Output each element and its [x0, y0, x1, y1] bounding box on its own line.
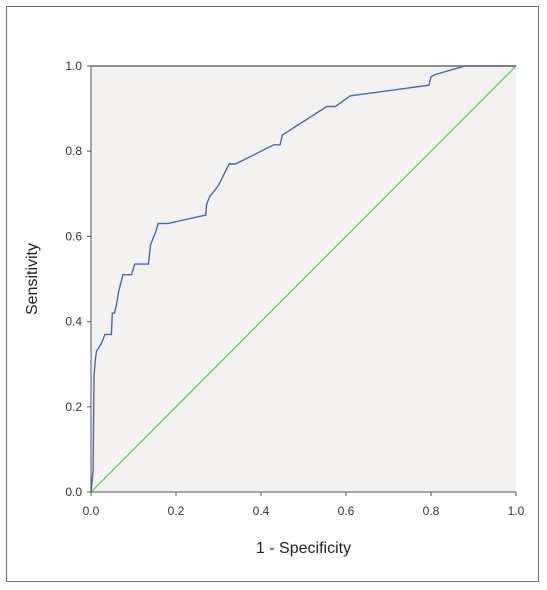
chart-axes [87, 65, 517, 496]
reference-line [90, 65, 517, 493]
x-tick-label: 0.4 [253, 504, 270, 518]
x-axis-title: 1 - Specificity [256, 540, 351, 557]
chart-ticks: 0.0 0.2 0.4 0.6 0.8 1.0 0.0 0.2 0.4 0.6 0.8 1.0 [65, 59, 524, 518]
roc-curve [90, 65, 516, 493]
y-axis-title: Sensitivity [24, 243, 41, 315]
roc-chart: 0.0 0.2 0.4 0.6 0.8 1.0 0.0 0.2 0.4 0.6 0.8 1.0 1 -… [24, 59, 525, 557]
y-tick-label: 0.6 [65, 229, 82, 243]
x-tick-label: 0.2 [168, 504, 185, 518]
x-tick-label: 0.8 [423, 504, 440, 518]
y-tick-label: 0.2 [65, 400, 82, 414]
y-tick-label: 0.4 [65, 315, 82, 329]
x-tick-label: 0.6 [338, 504, 355, 518]
x-tick-label: 1.0 [508, 504, 525, 518]
chart-marks [90, 65, 517, 493]
y-tick-label: 1.0 [65, 59, 82, 73]
y-tick-label: 0.0 [65, 485, 82, 499]
chart-frame: 0.0 0.2 0.4 0.6 0.8 1.0 0.0 0.2 0.4 0.6 0.8 1.0 1 -… [6, 6, 539, 582]
x-tick-label: 0.0 [83, 504, 100, 518]
y-tick-label: 0.8 [65, 144, 82, 158]
